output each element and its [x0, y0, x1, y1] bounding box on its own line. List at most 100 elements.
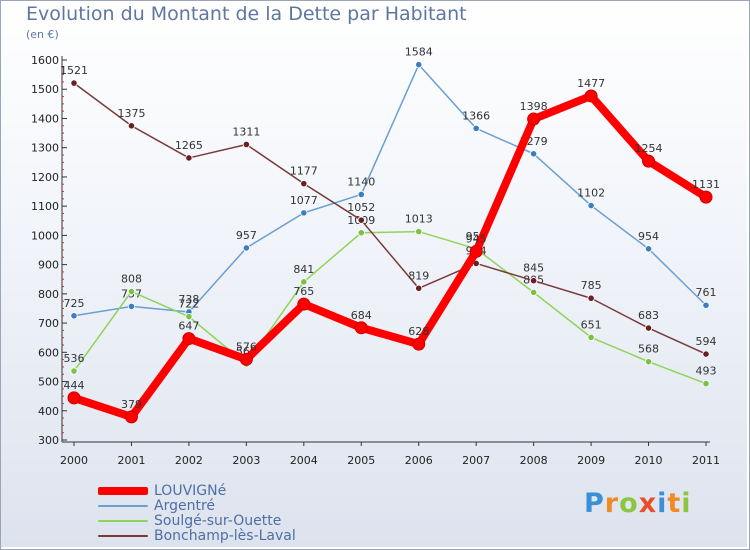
- y-tick-label: 900: [38, 259, 59, 272]
- series-3-point: [182, 332, 196, 346]
- series-2-data-label: 683: [638, 309, 659, 322]
- series-3-data-label: 765: [293, 285, 314, 298]
- series-3-point: [297, 297, 311, 311]
- series-0-point: [242, 244, 250, 252]
- series-2-point: [587, 294, 595, 302]
- series-3-point: [699, 190, 713, 204]
- series-1-point: [587, 333, 595, 341]
- y-tick-label: 1000: [31, 229, 59, 242]
- logo-letter: i: [681, 488, 692, 519]
- series-2-point: [644, 324, 653, 332]
- y-tick-label: 1200: [31, 171, 59, 184]
- legend-item-argentre: Argentré: [98, 497, 296, 514]
- series-0-line: [73, 63, 707, 317]
- x-tick-label: 2005: [347, 454, 375, 467]
- series-2-data-label: 845: [523, 262, 544, 275]
- proxiti-logo: Proxiti: [584, 488, 692, 519]
- series-0-data-label: 957: [236, 229, 257, 242]
- x-tick-label: 2001: [117, 454, 145, 467]
- series-3-data-label: 945: [466, 232, 487, 245]
- logo-letter: P: [584, 488, 605, 519]
- series-0-point: [127, 302, 136, 311]
- series-1-data-label: 493: [696, 365, 717, 378]
- series-3-point: [67, 391, 81, 405]
- series-2-data-label: 1375: [117, 107, 145, 120]
- logo-letter: x: [638, 488, 658, 519]
- series-1-data-label: 841: [293, 263, 314, 276]
- series-1-point: [357, 229, 365, 237]
- y-tick-label: 1600: [31, 54, 59, 67]
- series-2-point: [127, 122, 136, 130]
- series-3-point: [527, 112, 541, 126]
- series-3-data-label: 576: [236, 340, 257, 353]
- series-0-point: [415, 61, 423, 69]
- y-tick-label: 1500: [31, 83, 59, 96]
- legend-label-soulge: Soulgé-sur-Ouette: [154, 512, 282, 529]
- series-1-data-label: 1013: [405, 213, 433, 226]
- series-3-point: [584, 89, 598, 103]
- logo-letter: r: [604, 488, 620, 519]
- y-tick-label: 1300: [31, 142, 59, 155]
- series-3-data-label: 1477: [577, 77, 605, 90]
- series-2-data-label: 1177: [290, 165, 318, 178]
- legend-swatch-bonchamp: [98, 534, 148, 537]
- series-3-line: [70, 91, 710, 421]
- series-1-point: [415, 227, 423, 236]
- legend-item-bonchamp: Bonchamp-lès-Laval: [98, 527, 296, 544]
- series-2-point: [70, 79, 78, 87]
- series-3-data-label: 1398: [520, 100, 548, 113]
- series-3-data-label: 684: [351, 309, 372, 322]
- x-tick-label: 2006: [405, 454, 433, 467]
- series-2-point: [415, 284, 423, 292]
- y-tick-label: 300: [38, 434, 59, 447]
- series-1-data-label: 536: [64, 352, 85, 365]
- x-tick-label: 2003: [232, 454, 260, 467]
- series-0-data-label: 1077: [290, 194, 318, 207]
- series-1-point: [127, 287, 136, 296]
- legend-swatch-soulge: [98, 519, 148, 522]
- legend-label-argentre: Argentré: [154, 497, 216, 514]
- x-tick-label: 2009: [577, 454, 605, 467]
- y-tick-label: 1400: [31, 112, 59, 125]
- y-tick-label: 500: [38, 376, 59, 389]
- legend-swatch-louvigne: [98, 486, 148, 495]
- series-1-point: [644, 358, 653, 366]
- series-0-data-label: 954: [638, 230, 659, 243]
- series-1-point: [530, 288, 538, 296]
- series-3-data-label: 1254: [635, 142, 663, 155]
- series-1-data-label: 808: [121, 273, 142, 286]
- series-3-point: [239, 352, 253, 366]
- series-3-data-label: 379: [121, 398, 142, 411]
- series-0-data-label: 1366: [462, 109, 490, 122]
- series-0-data-label: 1584: [405, 46, 433, 59]
- series-0-point: [472, 124, 480, 132]
- series-2-line: [73, 82, 707, 355]
- series-3-point: [412, 337, 426, 351]
- series-1-point: [185, 313, 193, 321]
- x-tick-label: 2002: [175, 454, 203, 467]
- legend-item-soulge: Soulgé-sur-Ouette: [98, 512, 296, 529]
- series-1-data-label: 651: [581, 318, 602, 331]
- series-2-data-label: 594: [696, 335, 717, 348]
- series-3-data-label: 1131: [692, 178, 720, 191]
- series-3-point: [469, 244, 483, 258]
- chart-title: Evolution du Montant de la Dette par Hab…: [26, 3, 467, 25]
- series-2-data-label: 785: [581, 279, 602, 292]
- series-2-point: [530, 277, 538, 285]
- logo-letter: i: [657, 488, 668, 519]
- series-0-point: [70, 312, 78, 320]
- series-2-data-label: 819: [408, 269, 429, 282]
- chart-unit: (en €): [26, 28, 59, 41]
- legend-label-bonchamp: Bonchamp-lès-Laval: [154, 527, 296, 544]
- series-3-point: [354, 321, 368, 335]
- series-2-point: [357, 216, 365, 224]
- y-tick-label: 400: [38, 405, 59, 418]
- series-0-data-label: 1102: [577, 187, 605, 200]
- logo-letter: t: [667, 488, 682, 519]
- series-2-point: [185, 154, 193, 162]
- series-3-point: [642, 154, 656, 168]
- series-0-data-label: 725: [64, 297, 85, 310]
- series-0-point: [357, 190, 365, 199]
